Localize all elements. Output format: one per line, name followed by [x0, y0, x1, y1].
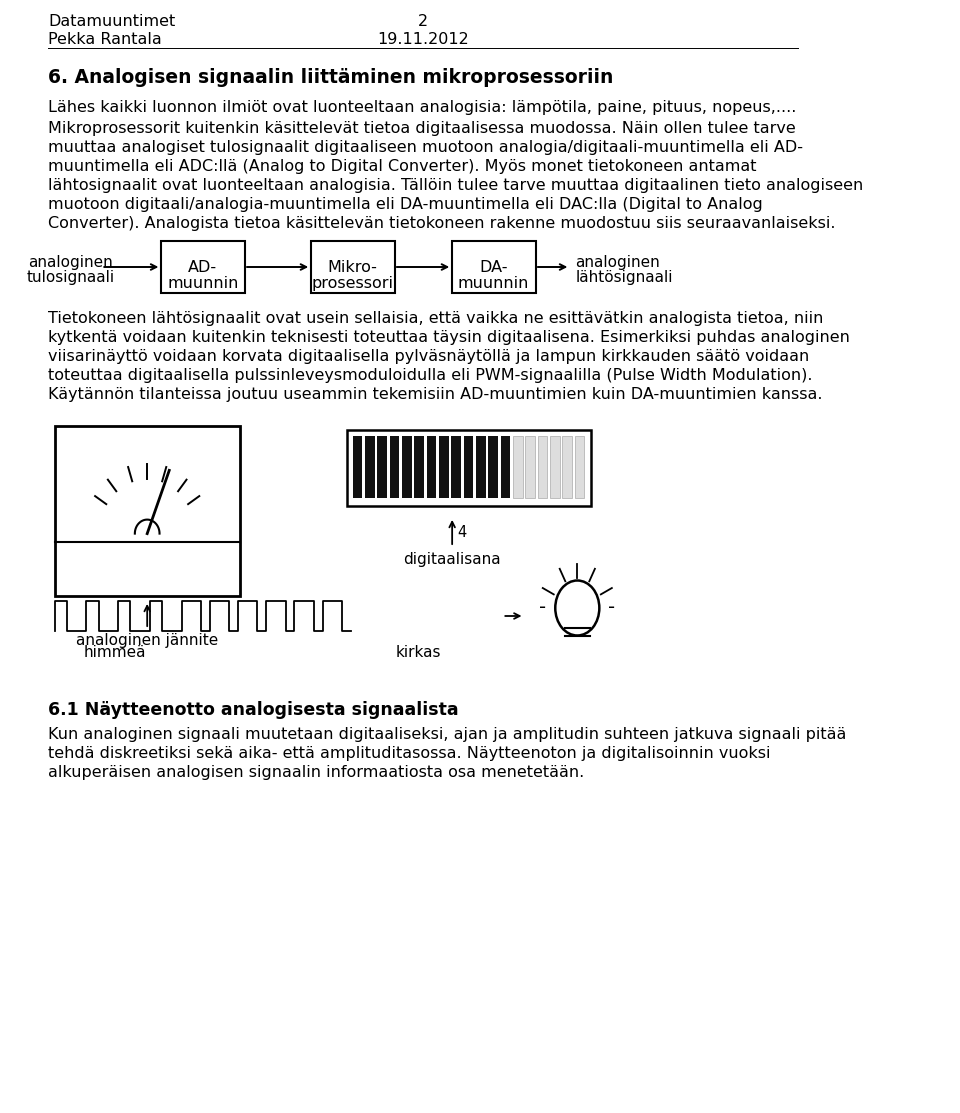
Text: Pekka Rantala: Pekka Rantala	[48, 32, 162, 47]
Bar	[377, 436, 387, 498]
Bar	[439, 436, 448, 498]
Text: 6. Analogisen signaalin liittäminen mikroprosessoriin: 6. Analogisen signaalin liittäminen mikr…	[48, 68, 613, 87]
Bar	[55, 426, 240, 595]
Text: muotoon digitaali/analogia-muuntimella eli DA-muuntimella eli DAC:lla (Digital t: muotoon digitaali/analogia-muuntimella e…	[48, 197, 763, 211]
Text: kirkas: kirkas	[396, 646, 442, 660]
Text: analoginen: analoginen	[576, 255, 660, 270]
Text: alkuperäisen analogisen signaalin informaatiosta osa menetetään.: alkuperäisen analogisen signaalin inform…	[48, 765, 585, 780]
Text: Tietokoneen lähtösignaalit ovat usein sellaisia, että vaikka ne esittävätkin ana: Tietokoneen lähtösignaalit ovat usein se…	[48, 311, 824, 326]
Text: lähtosignaalit ovat luonteeltaan analogisia. Tällöin tulee tarve muuttaa digitaa: lähtosignaalit ovat luonteeltaan analogi…	[48, 178, 864, 193]
Bar	[538, 436, 547, 498]
Text: Kun analoginen signaali muutetaan digitaaliseksi, ajan ja amplitudin suhteen jat: Kun analoginen signaali muutetaan digita…	[48, 727, 847, 742]
Text: Datamuuntimet: Datamuuntimet	[48, 14, 176, 29]
Bar	[476, 436, 486, 498]
Text: -: -	[608, 599, 615, 618]
Text: viisarinäyttö voidaan korvata digitaalisella pylväsnäytöllä ja lampun kirkkauden: viisarinäyttö voidaan korvata digitaalis…	[48, 349, 809, 364]
Text: lähtösignaali: lähtösignaali	[576, 270, 673, 285]
Text: -: -	[540, 599, 546, 618]
Bar	[415, 436, 424, 498]
Text: AD-: AD-	[188, 260, 217, 275]
Text: DA-: DA-	[479, 260, 508, 275]
Text: Käytännön tilanteissa joutuu useammin tekemisiin AD-muuntimien kuin DA-muuntimie: Käytännön tilanteissa joutuu useammin te…	[48, 387, 823, 402]
Bar	[563, 436, 572, 498]
Text: muunnin: muunnin	[167, 276, 238, 290]
Bar	[348, 430, 591, 506]
Bar	[575, 436, 585, 498]
Text: tehdä diskreetiksi sekä aika- että amplituditasossa. Näytteenoton ja digitalisoi: tehdä diskreetiksi sekä aika- että ampli…	[48, 746, 771, 761]
Text: Lähes kaikki luonnon ilmiöt ovat luonteeltaan analogisia: lämpötila, paine, pitu: Lähes kaikki luonnon ilmiöt ovat luontee…	[48, 100, 797, 115]
Bar	[161, 242, 245, 293]
Text: Converter). Analogista tietoa käsittelevän tietokoneen rakenne muodostuu siis se: Converter). Analogista tietoa käsittelev…	[48, 216, 836, 232]
Bar	[390, 436, 399, 498]
Text: kytkentä voidaan kuitenkin teknisesti toteuttaa täysin digitaalisena. Esimerkiks: kytkentä voidaan kuitenkin teknisesti to…	[48, 329, 851, 345]
Text: toteuttaa digitaalisella pulssinleveysmoduloidulla eli PWM-signaalilla (Pulse Wi: toteuttaa digitaalisella pulssinleveysmo…	[48, 368, 813, 383]
Bar	[464, 436, 473, 498]
Text: 19.11.2012: 19.11.2012	[377, 32, 468, 47]
Bar	[402, 436, 412, 498]
Bar	[489, 436, 498, 498]
Bar	[426, 436, 436, 498]
Text: analoginen: analoginen	[28, 255, 113, 270]
Text: analoginen jännite: analoginen jännite	[76, 633, 218, 648]
Bar	[365, 436, 374, 498]
Text: prosessori: prosessori	[312, 276, 394, 290]
Bar	[352, 436, 362, 498]
Bar	[311, 242, 395, 293]
Text: tulosignaali: tulosignaali	[27, 270, 114, 285]
Text: 6.1 Näytteenotto analogisesta signaalista: 6.1 Näytteenotto analogisesta signaalist…	[48, 701, 459, 719]
Bar	[451, 436, 461, 498]
Text: muuttaa analogiset tulosignaalit digitaaliseen muotoon analogia/digitaali-muunti: muuttaa analogiset tulosignaalit digitaa…	[48, 140, 804, 155]
Text: Mikroprosessorit kuitenkin käsittelevät tietoa digitaalisessa muodossa. Näin oll: Mikroprosessorit kuitenkin käsittelevät …	[48, 121, 796, 136]
Text: 4: 4	[457, 524, 467, 540]
Ellipse shape	[555, 581, 599, 636]
Text: muunnin: muunnin	[458, 276, 529, 290]
Bar	[525, 436, 535, 498]
Text: 2: 2	[418, 14, 428, 29]
Bar	[550, 436, 560, 498]
Bar	[452, 242, 536, 293]
Text: muuntimella eli ADC:llä (Analog to Digital Converter). Myös monet tietokoneen an: muuntimella eli ADC:llä (Analog to Digit…	[48, 159, 757, 174]
Text: digitaalisana: digitaalisana	[403, 552, 501, 567]
Text: himmeä: himmeä	[84, 646, 146, 660]
Text: Mikro-: Mikro-	[327, 260, 377, 275]
Bar	[500, 436, 511, 498]
Bar	[513, 436, 522, 498]
